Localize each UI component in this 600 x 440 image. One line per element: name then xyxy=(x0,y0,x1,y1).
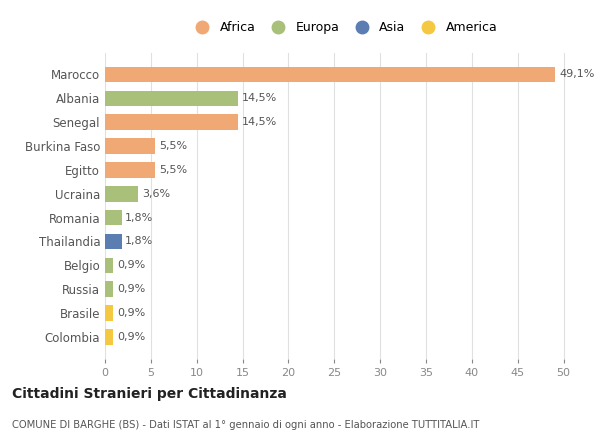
Bar xyxy=(105,138,155,154)
Text: 1,8%: 1,8% xyxy=(125,213,154,223)
Bar xyxy=(105,329,113,345)
Bar xyxy=(105,186,138,202)
Bar xyxy=(105,162,155,178)
Text: 0,9%: 0,9% xyxy=(117,308,145,318)
Text: 14,5%: 14,5% xyxy=(242,117,277,127)
Bar xyxy=(105,67,556,82)
Bar xyxy=(105,282,113,297)
Text: Cittadini Stranieri per Cittadinanza: Cittadini Stranieri per Cittadinanza xyxy=(12,387,287,401)
Text: 14,5%: 14,5% xyxy=(242,93,277,103)
Text: 1,8%: 1,8% xyxy=(125,236,154,246)
Bar xyxy=(105,114,238,130)
Bar xyxy=(105,210,122,225)
Text: 0,9%: 0,9% xyxy=(117,284,145,294)
Bar xyxy=(105,234,122,249)
Text: 49,1%: 49,1% xyxy=(559,70,595,80)
Text: COMUNE DI BARGHE (BS) - Dati ISTAT al 1° gennaio di ogni anno - Elaborazione TUT: COMUNE DI BARGHE (BS) - Dati ISTAT al 1°… xyxy=(12,420,479,430)
Bar xyxy=(105,257,113,273)
Text: 3,6%: 3,6% xyxy=(142,189,170,199)
Bar xyxy=(105,91,238,106)
Bar xyxy=(105,305,113,321)
Legend: Africa, Europa, Asia, America: Africa, Europa, Asia, America xyxy=(185,16,502,39)
Text: 0,9%: 0,9% xyxy=(117,332,145,342)
Text: 0,9%: 0,9% xyxy=(117,260,145,270)
Text: 5,5%: 5,5% xyxy=(159,165,187,175)
Text: 5,5%: 5,5% xyxy=(159,141,187,151)
